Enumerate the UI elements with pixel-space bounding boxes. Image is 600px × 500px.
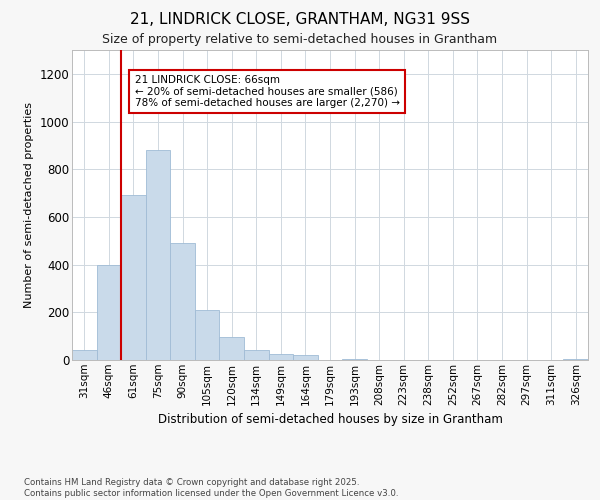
Bar bbox=[72, 350, 97, 360]
Text: Contains HM Land Registry data © Crown copyright and database right 2025.
Contai: Contains HM Land Registry data © Crown c… bbox=[24, 478, 398, 498]
Bar bbox=[170, 243, 195, 360]
Text: Size of property relative to semi-detached houses in Grantham: Size of property relative to semi-detach… bbox=[103, 32, 497, 46]
Bar bbox=[269, 354, 293, 360]
X-axis label: Distribution of semi-detached houses by size in Grantham: Distribution of semi-detached houses by … bbox=[158, 413, 502, 426]
Text: 21 LINDRICK CLOSE: 66sqm
← 20% of semi-detached houses are smaller (586)
78% of : 21 LINDRICK CLOSE: 66sqm ← 20% of semi-d… bbox=[134, 75, 400, 108]
Text: 21, LINDRICK CLOSE, GRANTHAM, NG31 9SS: 21, LINDRICK CLOSE, GRANTHAM, NG31 9SS bbox=[130, 12, 470, 28]
Bar bbox=[293, 355, 318, 360]
Bar bbox=[121, 196, 146, 360]
Bar bbox=[97, 264, 121, 360]
Bar bbox=[195, 310, 220, 360]
Bar bbox=[220, 338, 244, 360]
Bar bbox=[146, 150, 170, 360]
Y-axis label: Number of semi-detached properties: Number of semi-detached properties bbox=[24, 102, 34, 308]
Bar bbox=[342, 359, 367, 360]
Bar bbox=[563, 359, 588, 360]
Bar bbox=[244, 350, 269, 360]
